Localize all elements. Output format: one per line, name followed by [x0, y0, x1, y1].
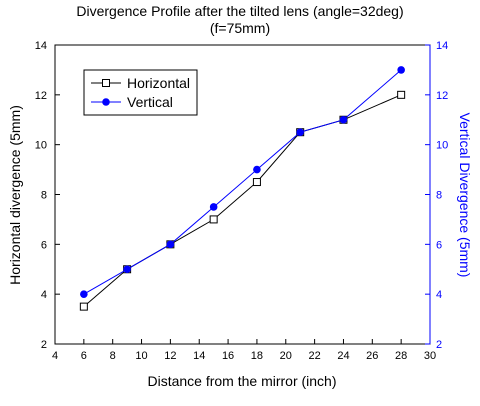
legend-marker-horizontal [102, 79, 110, 87]
data-point-horizontal [79, 302, 88, 311]
x-tick-label: 8 [110, 350, 116, 362]
y-axis-ticks: 2 4 6 8 10 12 14 [35, 40, 60, 351]
y2-tick-label: 8 [436, 190, 442, 202]
data-point-vertical [296, 128, 304, 137]
x-tick-label: 4 [52, 350, 58, 362]
chart-title: Divergence Profile after the tilted lens… [76, 3, 403, 19]
y-tick-label: 8 [41, 190, 47, 202]
series-line-vertical [83, 69, 402, 295]
legend-box [83, 69, 198, 116]
data-point-vertical [166, 240, 175, 249]
series-line-horizontal [83, 94, 402, 307]
legend-marker-vertical [102, 98, 110, 106]
y2-axis-ticks: 2 4 6 8 10 12 14 [425, 40, 448, 351]
y-tick-label: 10 [35, 140, 47, 152]
chart-subtitle: (f=75mm) [210, 20, 270, 36]
x-tick-label: 14 [193, 350, 205, 362]
data-point-vertical [80, 290, 88, 298]
y2-tick-label: 6 [436, 239, 442, 251]
x-tick-label: 16 [222, 350, 234, 362]
y2-tick-label: 2 [436, 339, 442, 351]
series-layer [79, 66, 406, 311]
x-tick-label: 30 [424, 350, 436, 362]
y2-axis-title: Vertical Divergence (5mm) [457, 113, 473, 278]
data-point-horizontal [252, 178, 261, 187]
y2-tick-label: 12 [436, 90, 448, 102]
data-point-vertical [253, 165, 261, 174]
y2-tick-label: 4 [436, 289, 442, 301]
x-tick-label: 26 [366, 350, 378, 362]
x-tick-label: 22 [308, 350, 320, 362]
x-axis-title: Distance from the mirror (inch) [147, 373, 336, 389]
legend: Horizontal Vertical [83, 69, 198, 116]
y-tick-label: 2 [41, 339, 47, 351]
data-point-horizontal [397, 90, 406, 99]
x-tick-label: 24 [337, 350, 349, 362]
y-tick-label: 4 [41, 289, 47, 301]
x-tick-label: 10 [135, 350, 147, 362]
data-point-horizontal [209, 215, 218, 224]
data-point-vertical [209, 203, 218, 211]
x-tick-label: 6 [81, 350, 87, 362]
y-tick-label: 14 [35, 40, 47, 52]
x-tick-label: 20 [280, 350, 292, 362]
y-axis-title: Horizontal divergence (5mm) [7, 105, 23, 285]
y2-tick-label: 10 [436, 140, 448, 152]
x-tick-label: 18 [251, 350, 263, 362]
data-point-vertical [339, 115, 348, 124]
data-point-vertical [123, 265, 131, 274]
data-point-vertical [397, 66, 405, 74]
y-tick-label: 6 [41, 239, 47, 251]
x-tick-label: 12 [164, 350, 176, 362]
y-tick-label: 12 [35, 90, 47, 102]
x-axis-ticks: 4 6 8 10 12 14 16 18 20 22 24 26 28 30 [52, 339, 436, 362]
y2-tick-label: 14 [436, 40, 448, 52]
x-tick-label: 28 [395, 350, 407, 362]
legend-label-vertical: Vertical [127, 94, 173, 110]
legend-label-horizontal: Horizontal [127, 75, 190, 91]
